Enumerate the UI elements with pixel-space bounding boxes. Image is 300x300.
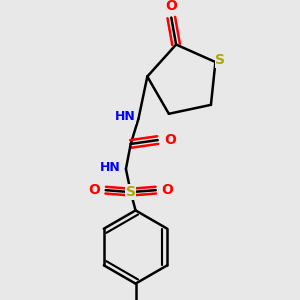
Text: S: S bbox=[126, 185, 136, 199]
Text: HN: HN bbox=[115, 110, 135, 124]
Text: O: O bbox=[164, 133, 176, 147]
Text: S: S bbox=[215, 53, 225, 67]
Text: O: O bbox=[161, 183, 173, 197]
Text: O: O bbox=[165, 0, 177, 13]
Text: O: O bbox=[88, 183, 100, 197]
Text: HN: HN bbox=[100, 160, 121, 174]
